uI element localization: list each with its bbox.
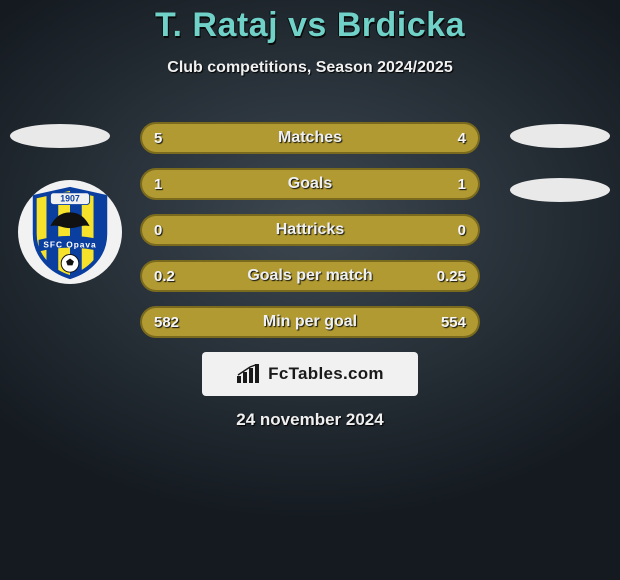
bars-icon: [236, 364, 262, 384]
club-crest-sfc-opava: 1907 SFC Opava: [18, 180, 122, 284]
stat-value-left: 0.2: [154, 268, 175, 285]
stat-row: 582Min per goal554: [140, 306, 480, 338]
player-left-placeholder: [10, 124, 110, 148]
stat-value-left: 1: [154, 176, 162, 193]
subtitle: Club competitions, Season 2024/2025: [0, 59, 620, 77]
stat-value-right: 1: [458, 176, 466, 193]
crest-name: SFC Opava: [43, 240, 96, 250]
stat-row: 0.2Goals per match0.25: [140, 260, 480, 292]
club-right-placeholder: [510, 178, 610, 202]
brand-text: FcTables.com: [268, 364, 384, 384]
stat-bars: 5Matches4 1Goals1 0Hattricks0 0.2Goals per …: [140, 122, 480, 352]
stat-fill-left: [142, 216, 310, 244]
date-line: 24 november 2024: [0, 410, 620, 430]
stat-fill-right: [329, 124, 478, 152]
stat-value-right: 554: [441, 314, 466, 331]
stat-fill-right: [310, 216, 478, 244]
crest-svg: 1907 SFC Opava: [21, 183, 119, 281]
stat-fill-right: [310, 170, 478, 198]
stat-row: 5Matches4: [140, 122, 480, 154]
stat-value-left: 5: [154, 130, 162, 147]
card-root: T. Rataj vs Brdicka Club competitions, S…: [0, 0, 620, 580]
stat-value-right: 4: [458, 130, 466, 147]
stat-value-right: 0: [458, 222, 466, 239]
stat-value-left: 0: [154, 222, 162, 239]
stat-value-right: 0.25: [437, 268, 466, 285]
crest-year: 1907: [60, 194, 80, 204]
stat-value-left: 582: [154, 314, 179, 331]
player-right-placeholder: [510, 124, 610, 148]
brand-box: FcTables.com: [202, 352, 418, 396]
stat-row: 0Hattricks0: [140, 214, 480, 246]
stat-fill-left: [142, 124, 329, 152]
stat-fill-left: [142, 170, 310, 198]
page-title: T. Rataj vs Brdicka: [0, 0, 620, 45]
stat-row: 1Goals1: [140, 168, 480, 200]
